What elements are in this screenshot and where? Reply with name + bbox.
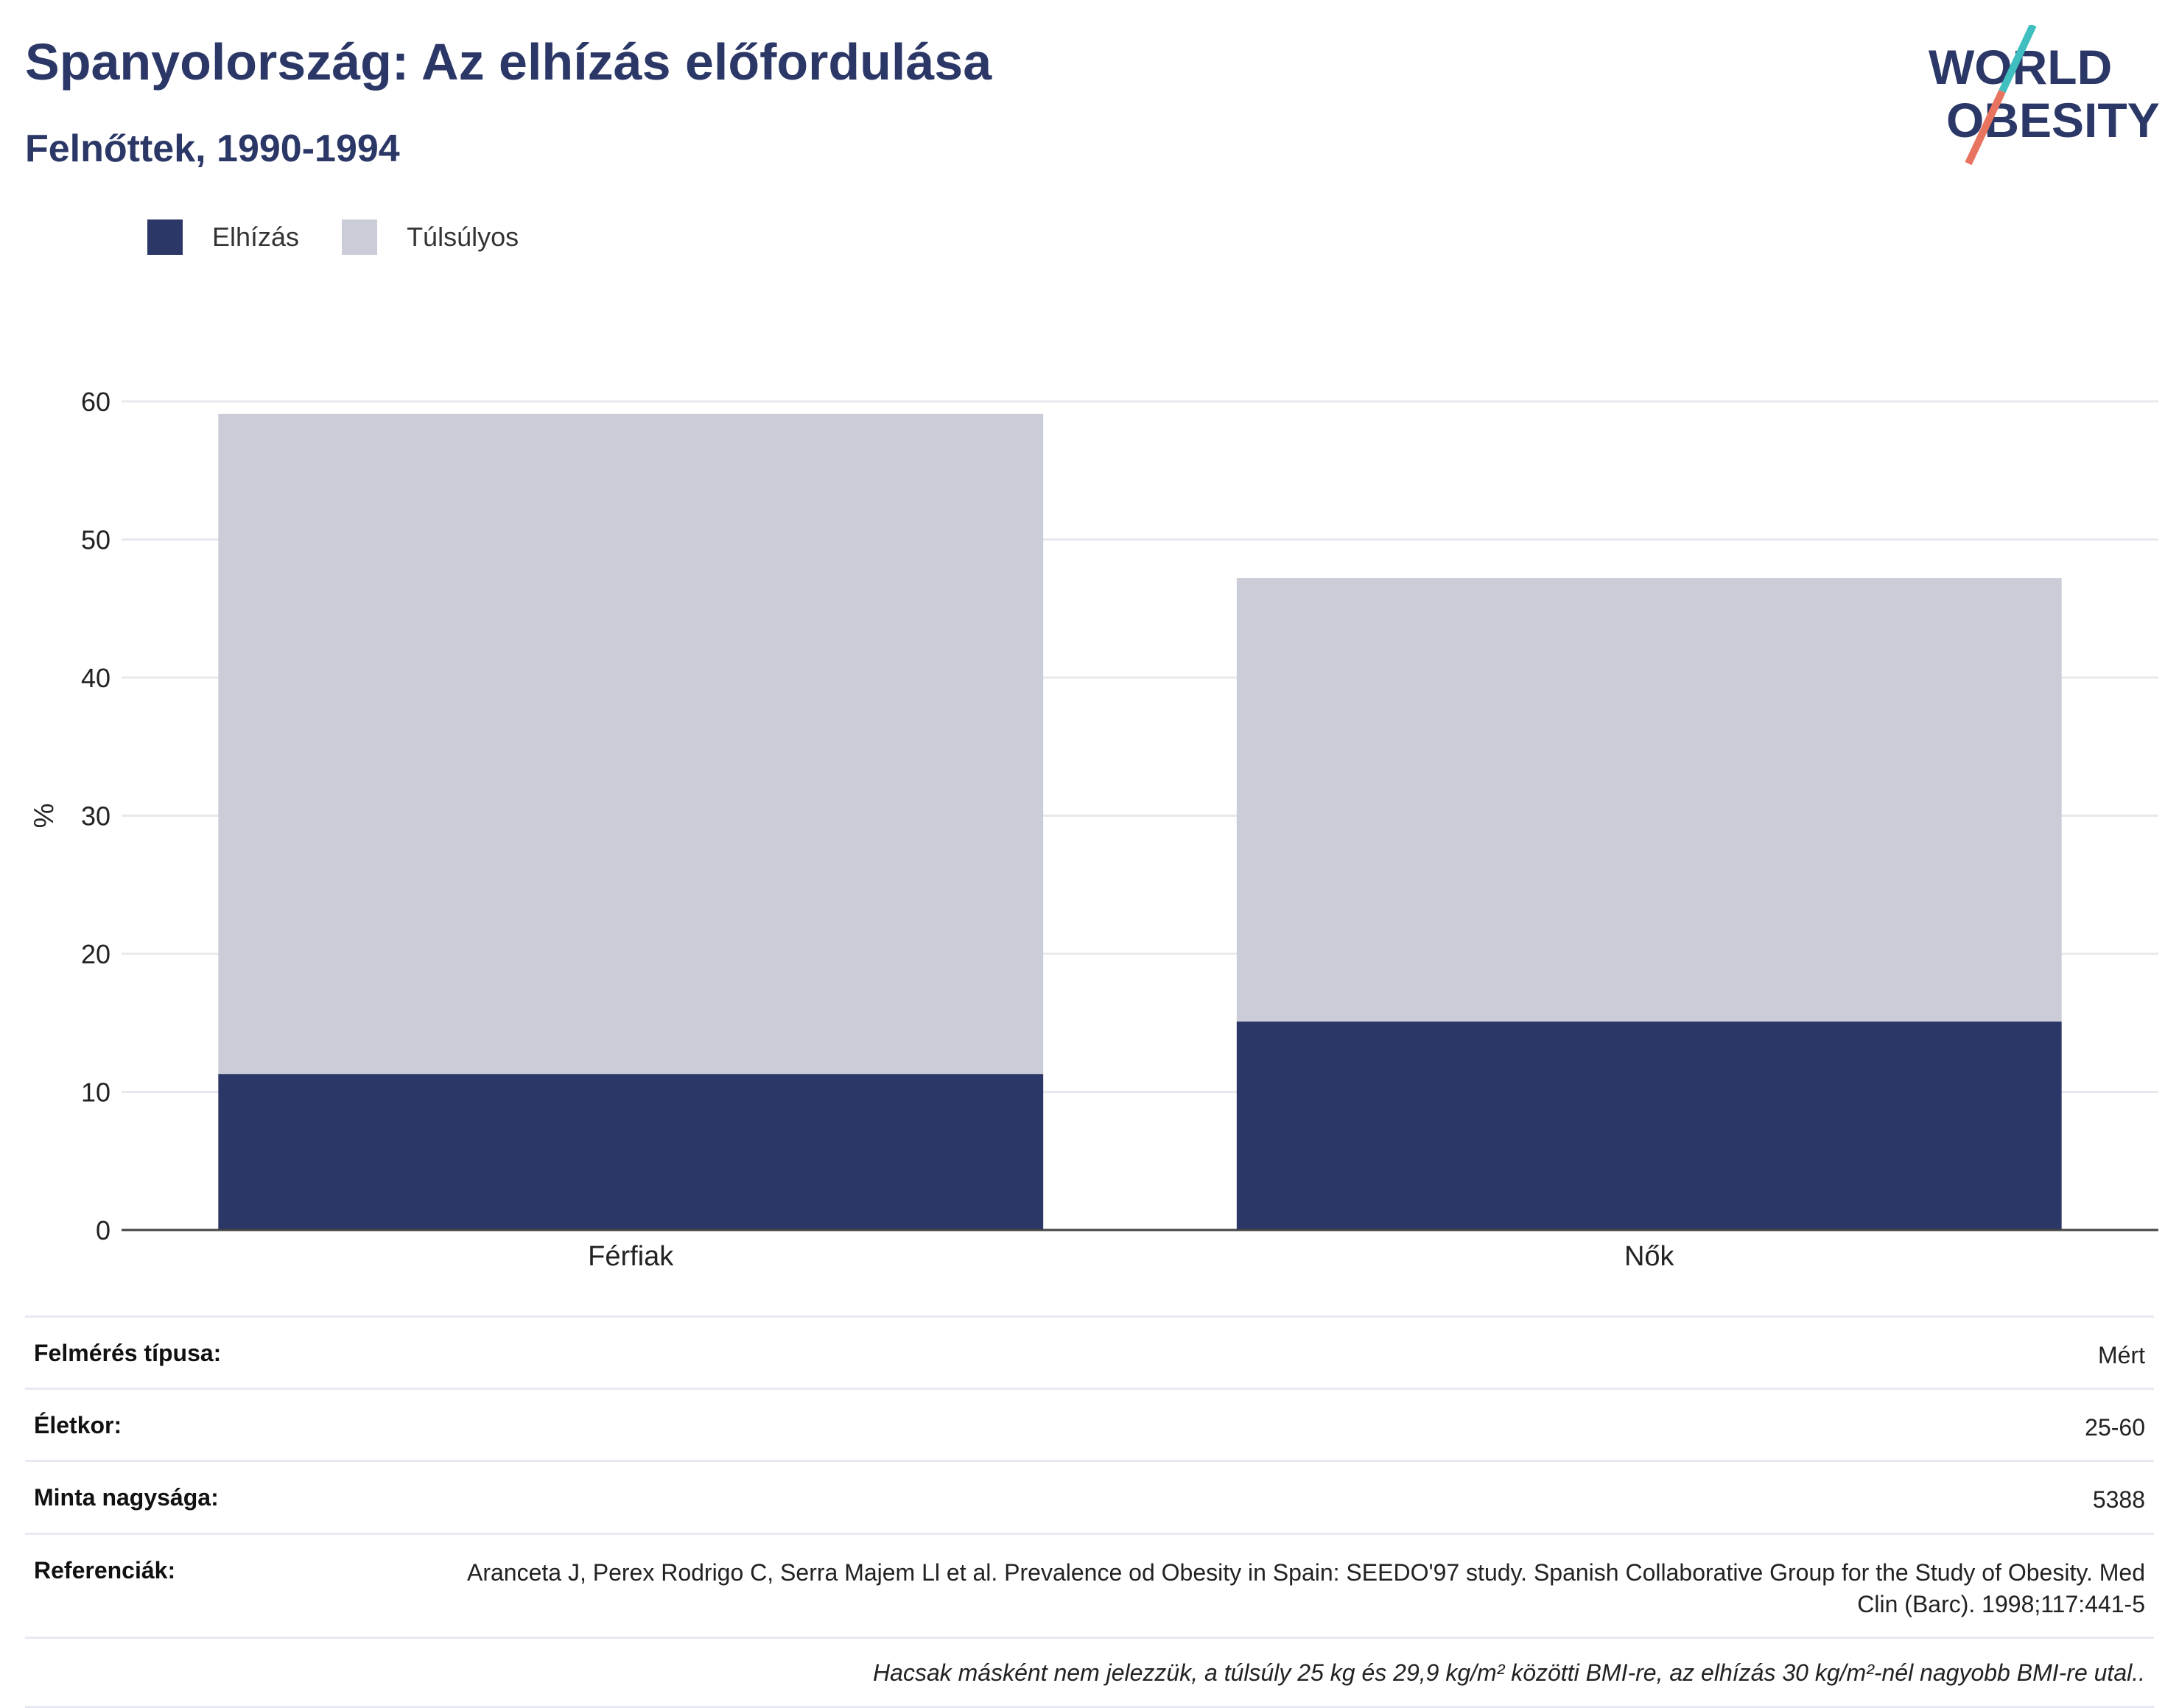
legend-label-overweight: Túlsúlyos — [407, 222, 519, 252]
info-value: 25-60 — [2085, 1414, 2145, 1441]
info-row-references: Referenciák: Aranceta J, Perex Rodrigo C… — [25, 1532, 2154, 1637]
y-tick-label: 60 — [81, 387, 110, 417]
page-title: Spanyolország: Az elhízás előfordulása — [25, 33, 992, 91]
legend-swatch-obese — [147, 219, 183, 255]
y-tick-label: 50 — [81, 525, 110, 555]
bar-overweight — [218, 413, 1044, 1075]
info-value: 5388 — [2092, 1486, 2145, 1514]
bar-chart: 0 10 20 30 40 50 60% Férfiak Nők — [29, 387, 2158, 1272]
y-tick-label: 0 — [96, 1215, 110, 1245]
legend-item-overweight[interactable]: Túlsúlyos — [342, 219, 519, 255]
chart-legend: Elhízás Túlsúlyos — [147, 219, 561, 255]
info-label: Életkor: — [34, 1412, 122, 1439]
legend-item-obese[interactable]: Elhízás — [147, 219, 299, 255]
info-value: Aranceta J, Perex Rodrigo C, Serra Majem… — [466, 1558, 2145, 1617]
y-tick-label: 20 — [81, 939, 110, 969]
info-label: Minta nagysága: — [34, 1484, 219, 1511]
bar-obese — [218, 1074, 1044, 1230]
logo-slash-coral — [1965, 89, 2006, 165]
info-table: Felmérés típusa: Mért Életkor: 25-60 Min… — [25, 1315, 2154, 1708]
footnote: Hacsak másként nem jelezzük, a túlsúly 2… — [25, 1636, 2154, 1708]
y-tick-label: 30 — [81, 801, 110, 832]
info-row-sample-size: Minta nagysága: 5388 — [25, 1460, 2154, 1532]
info-row-age: Életkor: 25-60 — [25, 1388, 2154, 1460]
info-label: Felmérés típusa: — [34, 1340, 222, 1366]
y-axis-label: % — [29, 804, 60, 829]
x-tick-label: Férfiak — [588, 1241, 674, 1272]
bar-obese — [1236, 1021, 2062, 1230]
legend-swatch-overweight — [342, 219, 378, 255]
page-subtitle: Felnőttek, 1990-1994 — [25, 127, 400, 170]
info-row-survey-type: Felmérés típusa: Mért — [25, 1315, 2154, 1388]
logo-slash-teal — [1999, 25, 2037, 94]
legend-label-obese: Elhízás — [212, 222, 300, 252]
world-obesity-logo: WORLD OBESITY — [1929, 25, 2160, 165]
x-tick-label: Nők — [1624, 1241, 1675, 1272]
bar-overweight — [1236, 578, 2062, 1022]
y-tick-label: 40 — [81, 663, 110, 693]
info-value: Mért — [2098, 1342, 2145, 1368]
y-tick-label: 10 — [81, 1078, 110, 1108]
info-label: Referenciák: — [34, 1556, 176, 1584]
